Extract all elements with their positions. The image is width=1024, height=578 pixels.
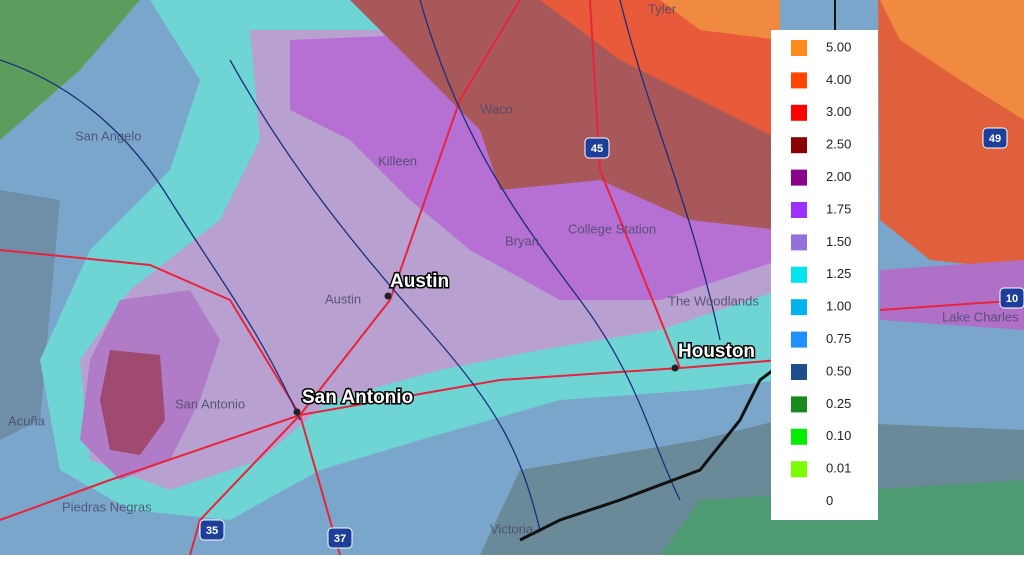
- minor-label: Bryan: [505, 233, 539, 248]
- band-maroon-sw: [100, 350, 165, 455]
- highway-shield: [327, 527, 353, 549]
- highway-shield: [982, 127, 1008, 149]
- legend-swatch: [791, 104, 807, 121]
- river: [619, 0, 721, 341]
- legend-label: 0.25: [826, 396, 851, 411]
- legend-label: 0.01: [826, 461, 851, 476]
- legend-swatch: [791, 364, 807, 380]
- minor-label: San Angelo: [75, 128, 142, 143]
- legend-swatch: [791, 299, 807, 316]
- legend-box: [771, 30, 878, 520]
- footer-strip: [0, 555, 1024, 573]
- band-red: [540, 0, 780, 140]
- highway: [299, 359, 781, 416]
- legend-swatch: [791, 461, 807, 478]
- legend-label: 1.00: [826, 299, 851, 314]
- city-dot: [384, 292, 392, 300]
- highway-shield: [584, 137, 610, 159]
- legend-label: 3.00: [826, 104, 851, 119]
- highway-shield: [199, 519, 225, 541]
- legend-label: 5.00: [826, 39, 851, 54]
- minor-label: Tyler: [648, 1, 677, 16]
- river: [0, 59, 301, 421]
- legend-swatch: [791, 169, 807, 186]
- shield-number: 45: [591, 143, 603, 155]
- city-dot: [293, 408, 301, 416]
- shield-number: 35: [206, 525, 218, 537]
- minor-label: Piedras Negras: [62, 499, 152, 514]
- major-city: San Antonio: [302, 387, 413, 408]
- minor-label: San Antonio: [175, 396, 245, 411]
- band-orange-top: [660, 0, 780, 40]
- rivers: [0, 0, 721, 531]
- minor-label: College Station: [568, 221, 656, 236]
- legend-label: 1.75: [826, 201, 851, 216]
- minor-label: Acuña: [8, 413, 46, 428]
- major-city: Houston: [678, 341, 755, 362]
- legend-label: 0.50: [826, 363, 851, 378]
- band-purple-east: [880, 260, 1024, 330]
- major-city: Austin: [390, 271, 449, 292]
- legend-label: 2.50: [826, 137, 851, 152]
- legend-label: 2.00: [826, 169, 851, 184]
- legend-swatch: [791, 234, 807, 251]
- legend-swatch: [791, 137, 807, 154]
- minor-label: Victoria: [490, 521, 534, 536]
- minor-label: Waco: [480, 101, 513, 116]
- minor-label: The Woodlands: [668, 293, 759, 308]
- highway: [589, 0, 681, 369]
- legend-swatch: [791, 202, 807, 218]
- legend-label: 4.00: [826, 72, 851, 87]
- legend-label: 1.50: [826, 234, 851, 249]
- legend-swatch: [791, 72, 807, 89]
- river: [419, 0, 681, 501]
- minor-label: Killeen: [378, 153, 417, 168]
- shield-number: 49: [989, 133, 1001, 145]
- legend-swatch: [791, 396, 807, 413]
- legend-swatch: [791, 40, 807, 56]
- shield-number: 37: [334, 533, 346, 545]
- legend-label: 0.10: [826, 428, 851, 443]
- band-green: [0, 0, 140, 140]
- highway: [189, 414, 301, 556]
- shield-number: 10: [1006, 293, 1018, 305]
- legend-swatch: [791, 331, 807, 348]
- labels: San Angelo Waco Killeen Bryan College Statio…: [8, 1, 1024, 549]
- highway: [0, 414, 301, 521]
- legend-label: 0.75: [826, 331, 851, 346]
- legend-swatch: [791, 266, 807, 283]
- legend-swatch: [791, 428, 807, 445]
- legend-label: 1.25: [826, 266, 851, 281]
- minor-label: Austin: [325, 291, 361, 306]
- highway-shield: [999, 287, 1024, 309]
- minor-label: Lake Charles: [942, 309, 1019, 324]
- legend: 5.00 4.00 3.00 2.50 2.00 1.75 1.50 1.25 1.00 0.75…: [771, 30, 878, 520]
- coastline: [519, 363, 781, 542]
- legend-label: 0: [826, 493, 833, 508]
- city-dot: [671, 364, 679, 372]
- band-orange: [880, 0, 1024, 120]
- river: [229, 59, 541, 531]
